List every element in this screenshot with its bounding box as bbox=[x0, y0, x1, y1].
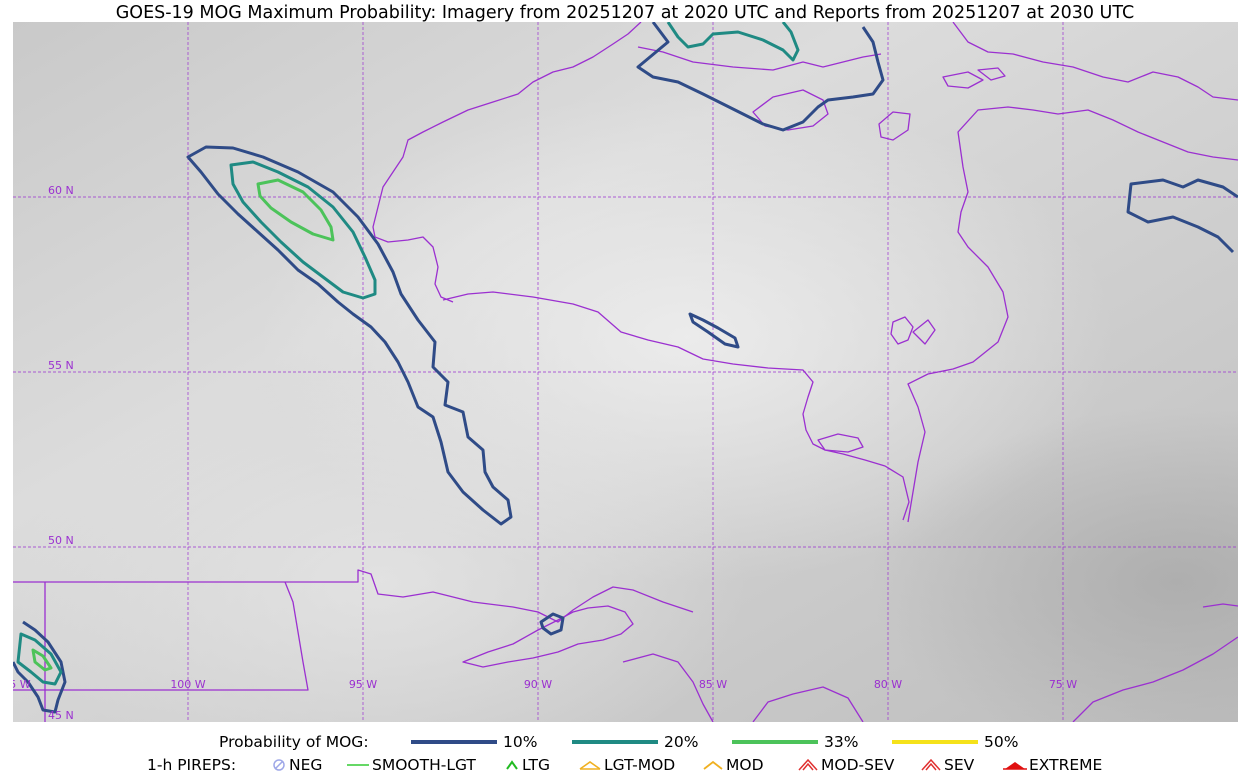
legend-10pct-label: 10% bbox=[503, 733, 538, 751]
longitude-labels: 105 W 100 W 95 W 90 W 85 W 80 W 75 W bbox=[13, 678, 1077, 691]
lgt-mod-icon bbox=[579, 761, 601, 770]
contour-10-small-bay bbox=[688, 312, 740, 349]
lat-label-60: 60 N bbox=[48, 184, 74, 197]
lat-label-45: 45 N bbox=[48, 709, 74, 722]
legend-extreme-label: EXTREME bbox=[1029, 756, 1103, 774]
extreme-icon bbox=[1003, 762, 1027, 770]
legend-sev-label: SEV bbox=[944, 756, 975, 774]
mod-sev-icon bbox=[798, 758, 818, 771]
legend-lgt-mod: LGT-MOD bbox=[578, 754, 675, 776]
smooth-lgt-icon bbox=[347, 764, 369, 766]
satellite-map[interactable]: 60 N 55 N 50 N 45 N 105 W 100 W 95 W 90 … bbox=[13, 22, 1238, 722]
legend-smooth-lgt-label: SMOOTH-LGT bbox=[372, 756, 476, 774]
legend-sev: SEV bbox=[920, 754, 974, 776]
lon-label-105: 105 W bbox=[13, 678, 31, 691]
latitude-labels: 60 N 55 N 50 N 45 N bbox=[48, 184, 74, 722]
legend-20pct: 20% bbox=[572, 731, 698, 753]
coastlines-and-borders bbox=[13, 22, 1238, 722]
map-title: GOES-19 MOG Maximum Probability: Imagery… bbox=[115, 3, 1135, 23]
legend-ltg: LTG bbox=[504, 754, 550, 776]
contour-10-east bbox=[1126, 178, 1238, 254]
legend-mod-sev-label: MOD-SEV bbox=[821, 756, 895, 774]
legend-ltg-label: LTG bbox=[522, 756, 550, 774]
mog-contours bbox=[13, 22, 1238, 714]
legend-neg-label: NEG bbox=[289, 756, 323, 774]
legend-50pct-swatch bbox=[892, 740, 978, 744]
legend-extreme: EXTREME bbox=[1003, 754, 1102, 776]
legend-neg: NEG bbox=[271, 754, 322, 776]
contour-10-southwest bbox=[13, 620, 67, 714]
mod-icon bbox=[703, 760, 723, 770]
legend-20pct-swatch bbox=[572, 740, 658, 744]
contour-10-superior bbox=[539, 612, 565, 636]
lon-label-95: 95 W bbox=[349, 678, 377, 691]
sev-icon bbox=[921, 758, 941, 771]
contour-20-southwest bbox=[16, 632, 63, 686]
legend-10pct-swatch bbox=[411, 740, 497, 744]
contour-10-main bbox=[186, 145, 513, 526]
mog-legend: Probability of MOG: 10% 20% 33% 50% bbox=[0, 731, 1250, 753]
pirep-legend-label: 1-h PIREPS: bbox=[147, 756, 237, 774]
lon-label-85: 85 W bbox=[699, 678, 727, 691]
legend-mod: MOD bbox=[702, 754, 764, 776]
contour-20-main bbox=[229, 160, 377, 300]
lat-label-55: 55 N bbox=[48, 359, 74, 372]
lon-label-90: 90 W bbox=[524, 678, 552, 691]
legend-50pct-label: 50% bbox=[984, 733, 1019, 751]
contour-33-main bbox=[256, 178, 335, 242]
ltg-icon bbox=[506, 760, 518, 770]
lat-label-50: 50 N bbox=[48, 534, 74, 547]
pirep-legend: 1-h PIREPS: NEG SMOOTH-LGT LTG LGT-MOD M… bbox=[0, 754, 1250, 776]
legend-33pct-swatch bbox=[732, 740, 818, 744]
mog-legend-label: Probability of MOG: bbox=[219, 733, 369, 751]
legend-mod-sev: MOD-SEV bbox=[797, 754, 894, 776]
legend-mod-label: MOD bbox=[726, 756, 764, 774]
contour-33-southwest bbox=[31, 648, 53, 672]
legend-20pct-label: 20% bbox=[664, 733, 699, 751]
legend-33pct: 33% bbox=[732, 731, 858, 753]
legend-smooth-lgt: SMOOTH-LGT bbox=[346, 754, 476, 776]
legend-lgt-mod-label: LGT-MOD bbox=[604, 756, 676, 774]
legend-50pct: 50% bbox=[892, 731, 1018, 753]
legend-33pct-label: 33% bbox=[824, 733, 859, 751]
neg-icon bbox=[273, 759, 285, 771]
contour-10-top bbox=[636, 22, 885, 132]
lon-label-100: 100 W bbox=[170, 678, 205, 691]
lon-label-75: 75 W bbox=[1049, 678, 1077, 691]
lon-label-80: 80 W bbox=[874, 678, 902, 691]
contour-20-top bbox=[666, 22, 800, 62]
legend-10pct: 10% bbox=[411, 731, 537, 753]
